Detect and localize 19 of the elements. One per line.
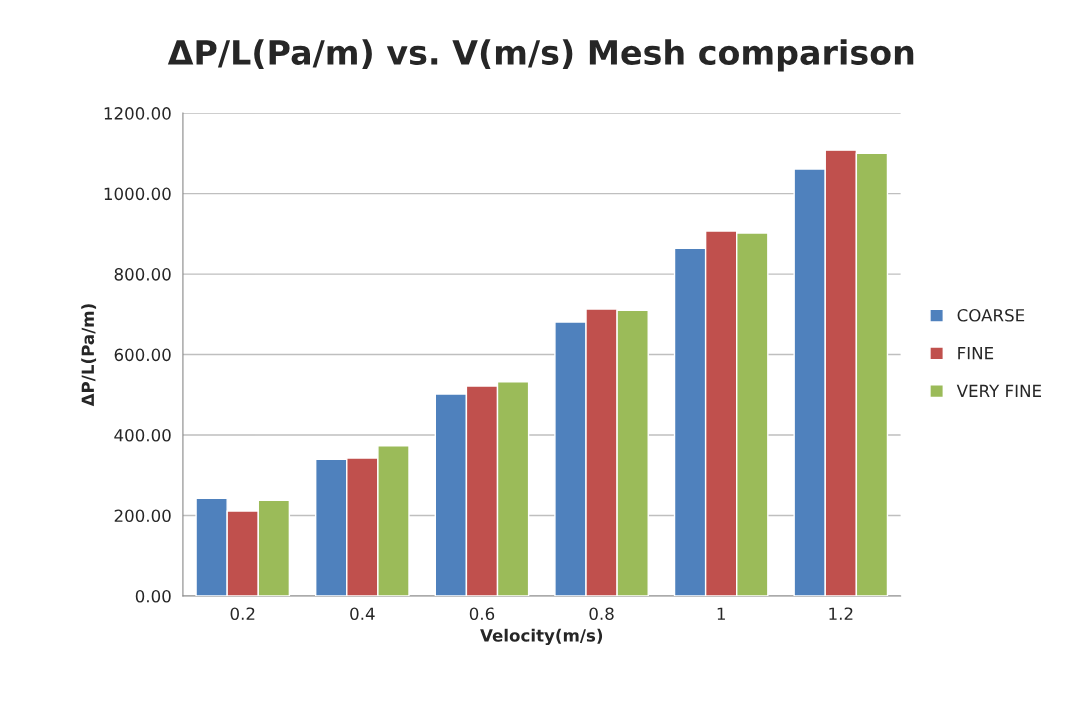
y-tick-label: 200.00 <box>114 509 171 523</box>
x-axis-title: Velocity(m/s) <box>480 628 603 646</box>
legend-label: FINE <box>958 347 994 360</box>
x-tick-label: 0.4 <box>350 607 375 621</box>
legend-label: COARSE <box>957 308 1025 322</box>
y-tick-label: 800.00 <box>114 268 171 281</box>
y-tick-label: 400.00 <box>114 429 171 442</box>
x-tick-label: 0.8 <box>589 607 614 621</box>
legend-label: VERY FINE <box>956 384 1041 397</box>
y-tick-label: 1200.00 <box>104 107 171 120</box>
x-tick-label: 0.6 <box>469 607 495 621</box>
chart-title: ΔP/L(Pa/m) vs. V(m/s) Mesh comparison <box>167 39 914 72</box>
x-tick-label: 0.2 <box>230 607 255 621</box>
y-axis-title: ΔP/L(Pa/m) <box>81 304 97 407</box>
y-tick-label: 0.00 <box>135 589 171 603</box>
y-tick-label: 600.00 <box>114 348 171 362</box>
x-tick-label: 1.2 <box>829 607 853 620</box>
y-tick-label: 1000.00 <box>104 187 171 201</box>
x-tick-label: 1 <box>717 607 725 620</box>
